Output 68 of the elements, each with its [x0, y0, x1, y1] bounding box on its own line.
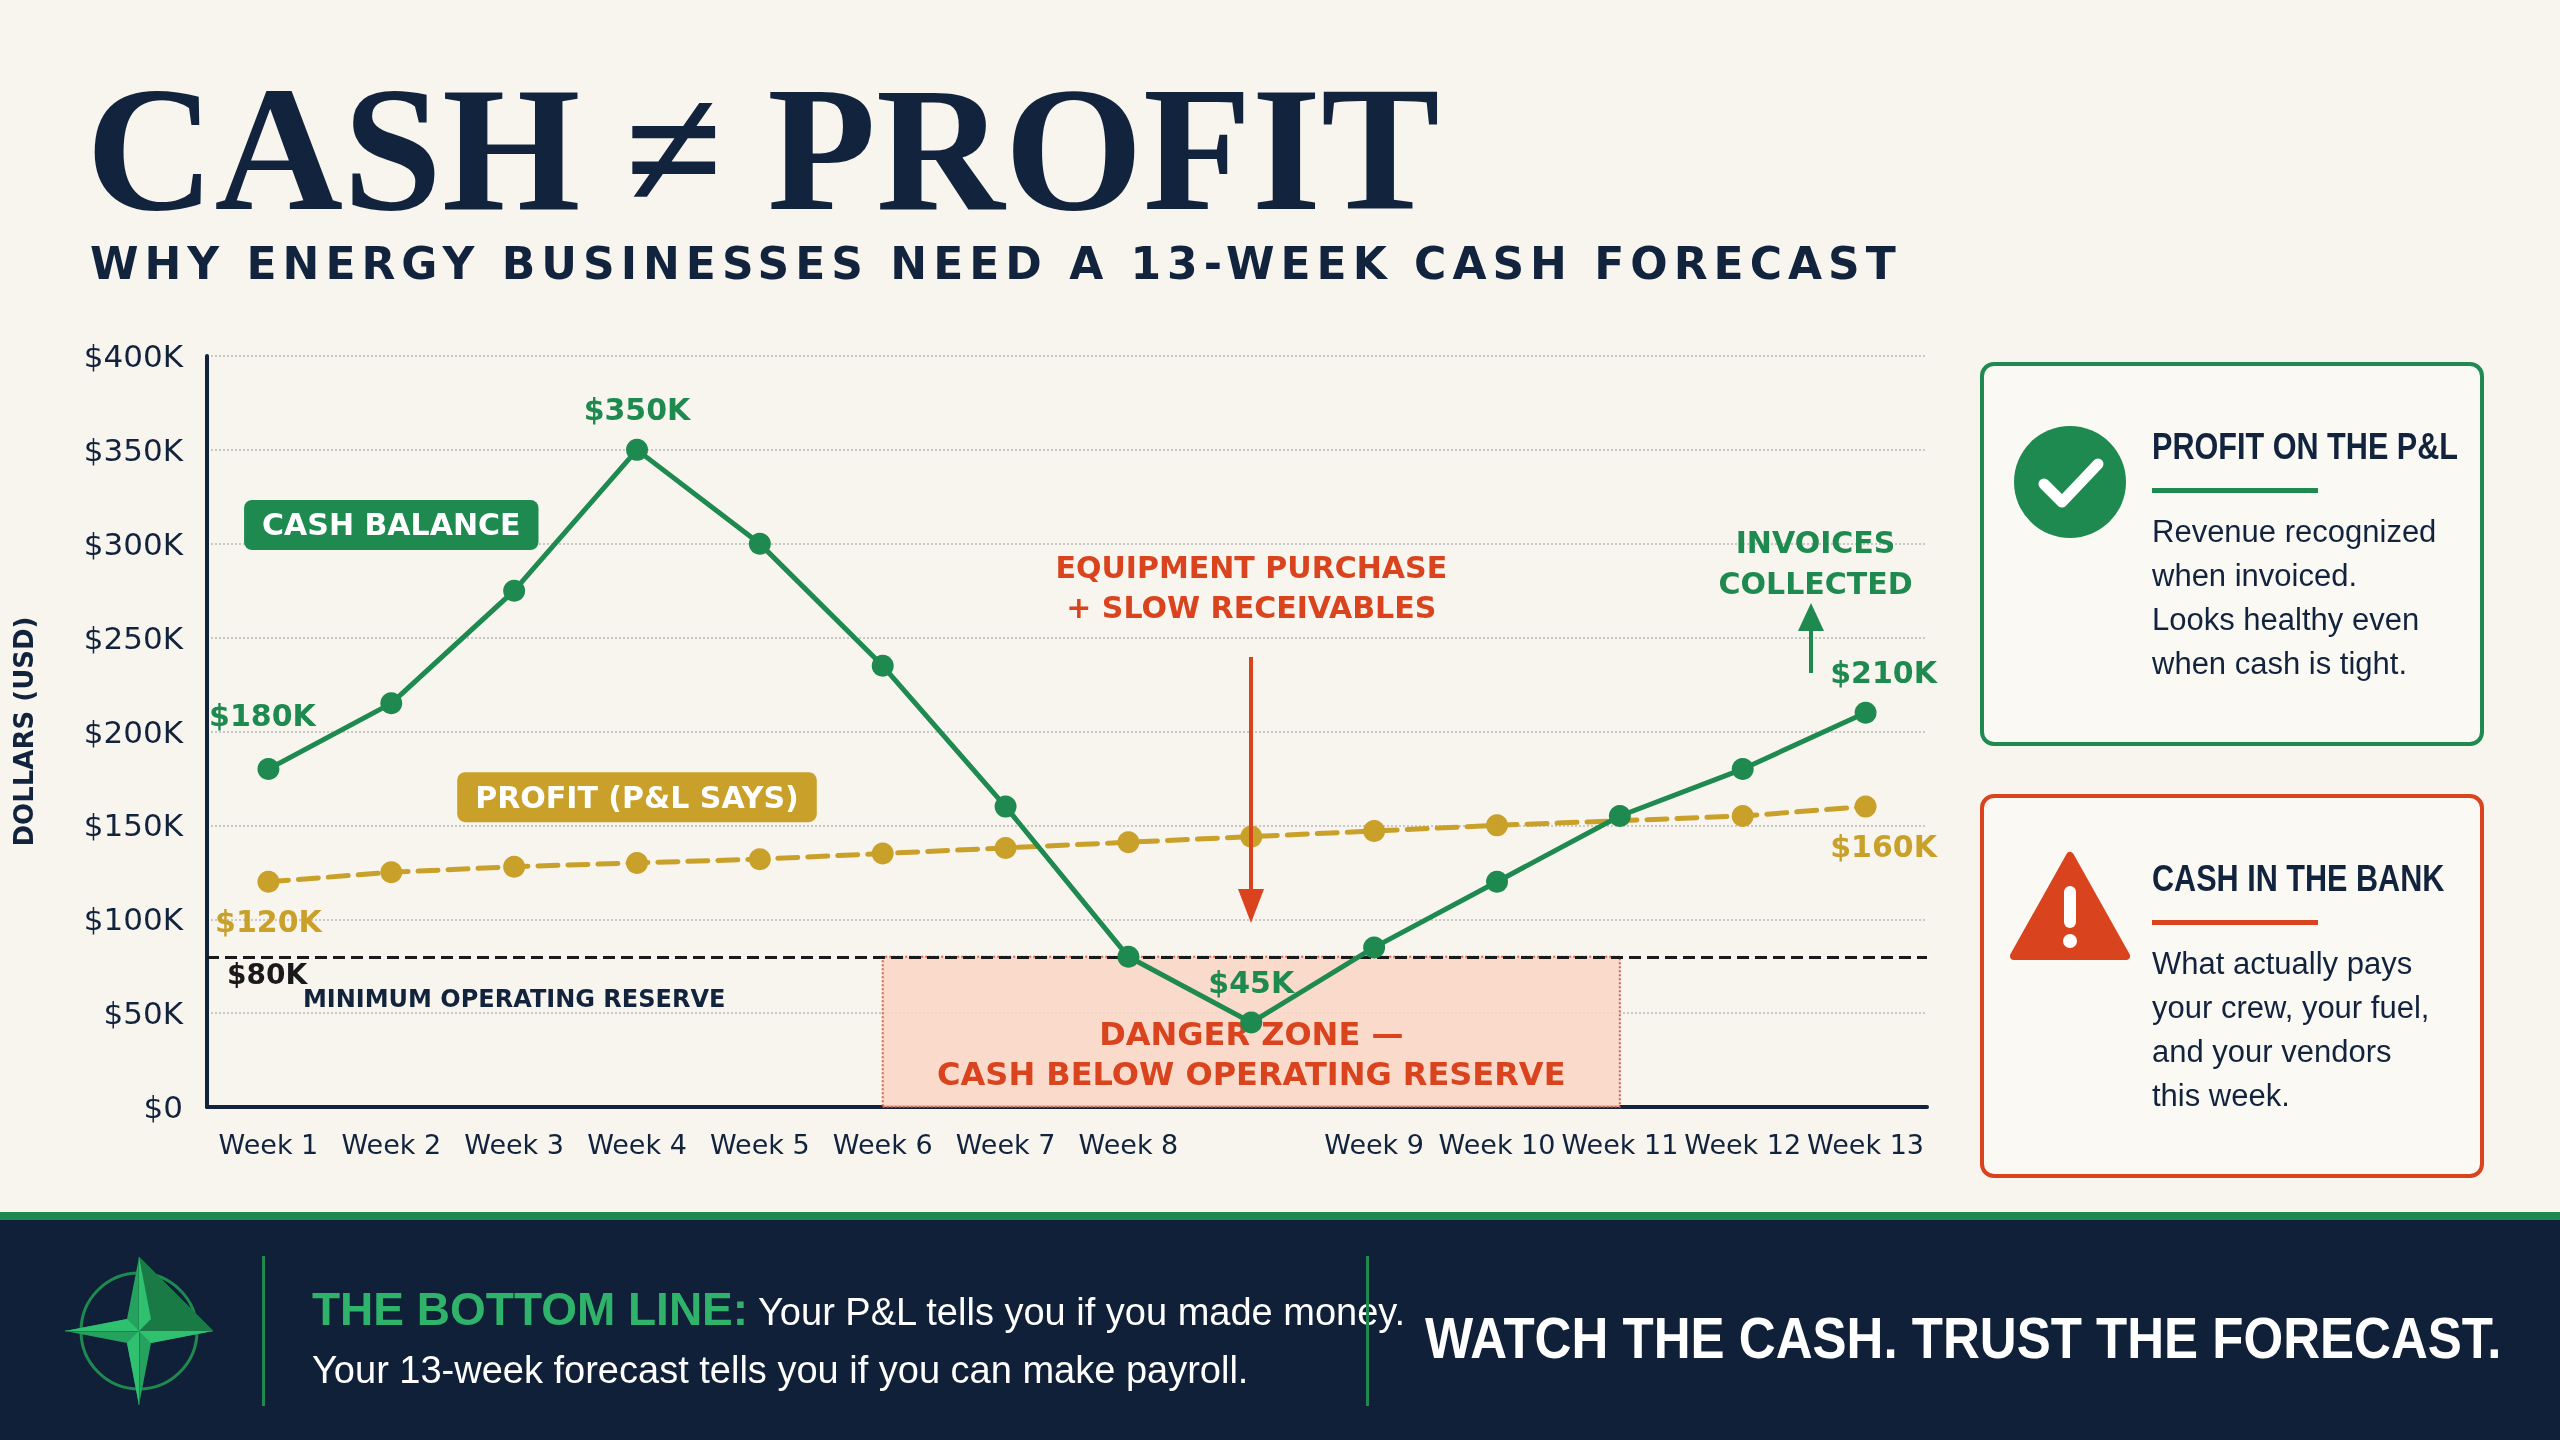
point	[626, 851, 648, 874]
y-tick-label: $100K	[83, 901, 184, 938]
y-tick-label: $300K	[83, 525, 184, 562]
point	[871, 654, 894, 677]
point	[1608, 804, 1631, 827]
y-tick-label: $50K	[103, 995, 184, 1032]
annotation: MINIMUM OPERATING RESERVE	[302, 985, 726, 1013]
point	[1117, 831, 1140, 854]
point	[748, 532, 771, 555]
x-tick-label: Week 10	[1438, 1129, 1556, 1160]
x-tick-label: Week 7	[955, 1129, 1056, 1160]
text: WATCH THE CASH. TRUST THE FORECAST.	[1425, 1304, 2502, 1371]
point	[380, 692, 403, 715]
point	[257, 758, 280, 781]
point	[1731, 804, 1754, 827]
annotation: EQUIPMENT PURCHASE + SLOW RECEIVABLES	[1055, 549, 1448, 626]
data-label: $210K	[1830, 655, 1939, 691]
text: Your 13-week forecast tells you if you can make payroll.	[312, 1349, 1249, 1391]
y-tick-label: $250K	[83, 619, 184, 656]
text: Revenue recognized when invoiced. Looks healthy even when cash is tight.	[2152, 513, 2437, 683]
data-label: $160K	[1830, 829, 1939, 865]
y-tick-label: $200K	[83, 713, 184, 750]
y-tick-label: $150K	[83, 807, 184, 844]
point	[1854, 701, 1877, 724]
point	[1486, 870, 1508, 893]
band-label: DANGER ZONE — CASH BELOW OPERATING RESERVE	[937, 1015, 1566, 1093]
x-tick-label: Week 5	[709, 1129, 810, 1160]
x-tick-label: Week 9	[1324, 1129, 1425, 1160]
text: Your P&L tells you if you made money.	[758, 1291, 1406, 1333]
x-tick-label: Week 2	[341, 1129, 442, 1160]
x-tick-label: Week 12	[1684, 1129, 1802, 1160]
point	[748, 848, 771, 871]
point	[257, 870, 280, 893]
data-label: $180K	[209, 697, 318, 733]
point	[503, 579, 526, 602]
series-label: PROFIT (P&L SAYS)	[475, 779, 799, 815]
x-tick-label: Week 1	[218, 1129, 319, 1160]
text: THE BOTTOM LINE:	[312, 1283, 749, 1335]
data-label: $45K	[1208, 965, 1296, 1001]
text: CASH IN THE BANK	[2152, 858, 2445, 900]
text: PROFIT ON THE P&L	[2152, 426, 2458, 468]
data-label: $120K	[215, 904, 324, 940]
point	[994, 836, 1017, 859]
point	[1486, 814, 1508, 837]
y-tick-label: $400K	[83, 338, 184, 374]
point	[1117, 945, 1140, 968]
point	[994, 795, 1017, 818]
y-tick-label: $0	[143, 1089, 183, 1125]
x-tick-label: Week 4	[587, 1129, 687, 1160]
x-tick-label: Week 11	[1561, 1129, 1679, 1160]
point	[1363, 936, 1386, 959]
point	[871, 842, 894, 865]
y-tick-label: $350K	[83, 431, 184, 468]
point	[626, 438, 648, 461]
annotation: INVOICES COLLECTED	[1718, 525, 1913, 601]
point	[1363, 820, 1386, 842]
x-tick-label: Week 8	[1078, 1129, 1179, 1160]
point	[380, 861, 403, 884]
point	[503, 855, 526, 878]
series-label: CASH BALANCE	[262, 507, 521, 543]
x-tick-label: Week 13	[1807, 1129, 1925, 1160]
x-tick-label: Week 6	[832, 1129, 933, 1160]
x-tick-label: Week 3	[464, 1129, 565, 1160]
data-label: $350K	[583, 392, 693, 428]
point	[1854, 795, 1877, 818]
y-axis-title: DOLLARS (USD)	[9, 616, 39, 847]
point	[1731, 758, 1754, 781]
text: What actually pays your crew, your fuel, and your vendors this week.	[2152, 945, 2430, 1115]
